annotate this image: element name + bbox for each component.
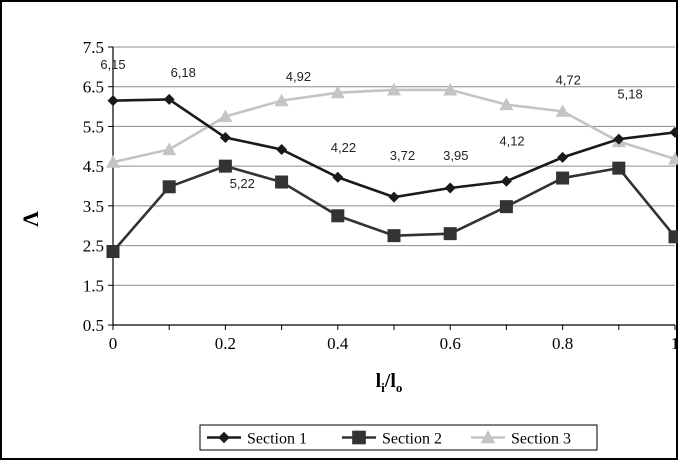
data-label: 4,72 [556,73,581,88]
x-tick-labels: 0 0.2 0.4 0.6 0.8 1 [109,334,678,353]
series-1-point [500,175,512,187]
series-1-point [219,132,231,144]
series-1-point [332,171,344,183]
x-axis-title: li/lo [376,370,403,395]
series-3-point [387,82,401,96]
series-2-point [106,245,120,259]
y-tick-label: 7.5 [83,38,104,57]
series-3-point [499,97,514,111]
series-3-point [106,155,120,168]
y-tick-label: 3.5 [83,197,104,216]
x-tick-label: 0.8 [552,334,573,353]
series-1-point [669,126,678,138]
y-tick-label: 0.5 [83,316,104,335]
series-1-point [276,143,288,155]
series-2-point [499,200,513,214]
legend-marker-1 [218,431,230,444]
series-2-point [218,159,232,173]
series-1-point [613,133,625,145]
series-2-point [556,171,570,185]
series-1-point [163,93,175,105]
y-tick-label: 4.5 [83,157,104,176]
data-label: 5,18 [617,87,642,102]
series-2-point [275,175,289,189]
series-3-point [668,151,678,165]
series-3-point [218,109,233,123]
data-label: 6,18 [171,65,196,80]
data-label: 3,95 [443,148,468,163]
legend-label-2: Section 2 [382,431,442,448]
legend-box [199,424,598,451]
series-1-point [388,191,400,203]
data-label: 5,22 [230,176,255,191]
x-tick-label: 0.4 [327,334,349,353]
series-3-point [330,85,345,99]
series-3 [106,82,678,168]
legend-label-3: Section 3 [511,431,571,448]
y-axis-title: Λ [18,211,43,227]
data-label: 4,12 [499,133,524,148]
x-tick-label: 1 [671,334,678,353]
series-group [106,82,678,259]
series-2-point [668,230,678,244]
series-3-point [162,142,177,156]
y-tick-label: 1.5 [83,276,104,295]
y-tick-labels: 0.5 1.5 2.5 3.5 4.5 5.5 6.5 7.5 [83,38,104,335]
series-2-point [331,209,345,223]
x-tick-label: 0.2 [215,334,236,353]
legend-label-1: Section 1 [247,431,307,448]
data-label: 6,15 [100,57,125,72]
y-tick-label: 5.5 [83,117,104,136]
legend-marker-3 [480,430,496,444]
legend: Section 1 Section 2 Section 3 [199,424,598,451]
series-2-point [162,180,176,194]
data-label: 4,22 [331,140,356,155]
y-tick-label: 6.5 [83,78,104,97]
series-3-point [443,82,458,96]
y-tick-label: 2.5 [83,237,104,256]
data-label: 3,72 [390,148,415,163]
series-1-point [107,95,119,107]
series-2 [106,159,678,259]
series-3-point [555,104,570,117]
series-2-point [612,161,626,175]
series-1 [107,93,678,203]
data-label: 4,92 [286,69,311,84]
series-3-point [274,93,289,107]
series-2-point [443,227,457,241]
series-1-point [557,151,569,163]
data-labels: 6,15 6,18 5,22 4,92 4,22 3,72 3,95 4,12 4,72 5,18 [100,57,642,191]
x-tick-label: 0 [109,334,118,353]
series-2-point [387,229,401,243]
x-tick-label: 0.6 [440,334,461,353]
legend-marker-2 [352,430,366,445]
series-1-point [444,182,456,194]
